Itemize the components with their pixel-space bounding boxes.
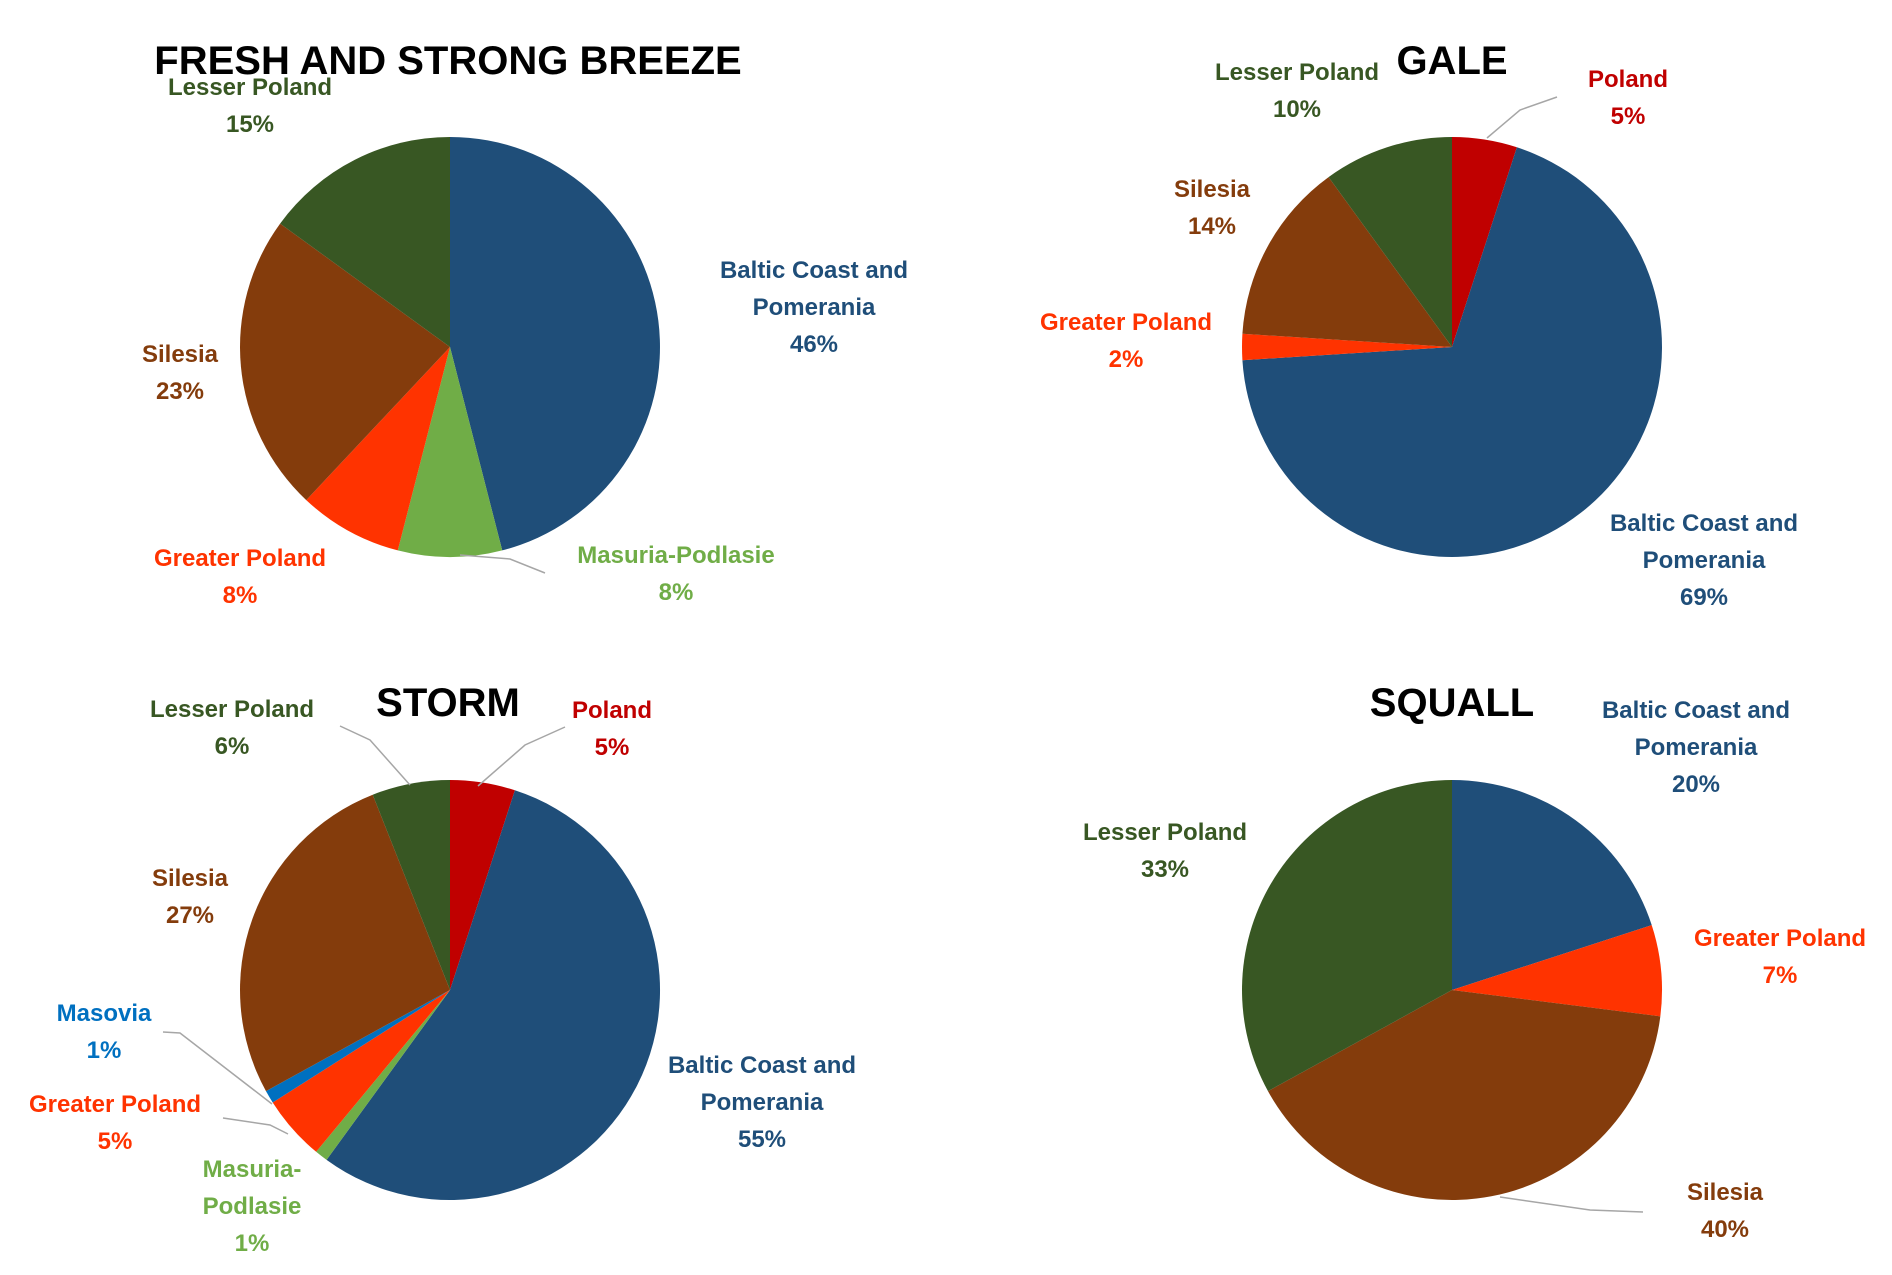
data-label-baltic-coast-and-pomerania: Baltic Coast and Pomerania 20% [1602,697,1790,798]
pie-slice-silesia [240,794,450,1092]
pie-chart-fresh-and-strong-breeze: FRESH AND STRONG BREEZE Baltic Coast and P… [142,39,908,609]
data-label-lesser-poland: Lesser Poland 6% [150,696,314,760]
chart-title: STORM [376,681,520,725]
pie-slice-silesia [240,223,450,501]
pie-slice-greater-poland [1241,333,1452,361]
data-label-masovia: Masovia 1% [57,1000,152,1064]
pie-slice-greater-poland [272,990,450,1152]
data-label-silesia: Silesia 27% [152,865,229,929]
data-label-greater-poland: Greater Poland 2% [1040,309,1212,373]
pie-slice-masuria-podlasie [316,990,450,1160]
data-label-poland: Poland 5% [572,697,652,761]
pie-slice-baltic-coast-and-pomerania [326,790,661,1201]
pie-chart-gale: GALE Poland 5% Baltic Coast and Pomerania 69%… [1040,39,1798,611]
data-label-masuria-podlasie: Masuria-Podlasie 8% [577,542,774,606]
leader-line [339,725,411,786]
pie-slice-baltic-coast-and-pomerania [1452,780,1652,990]
chart-title: FRESH AND STRONG BREEZE [154,39,741,83]
pie-slice-silesia [1267,990,1661,1200]
data-label-silesia: Silesia 14% [1174,176,1251,240]
pie-slice-lesser-poland [1242,780,1452,1092]
chart-title: SQUALL [1370,681,1534,725]
data-label-lesser-poland: Lesser Poland 15% [168,74,332,138]
pie-slice-lesser-poland [1328,137,1452,347]
pie-slice-greater-poland [1452,925,1662,1017]
chart-title: GALE [1396,39,1507,83]
data-label-silesia: Silesia 23% [142,341,219,405]
pie-chart-squall: SQUALL Baltic Coast and Pomerania 20% Greate… [1083,681,1866,1243]
pie-slice-lesser-poland [280,137,450,347]
pie-slice-lesser-poland [372,780,450,990]
data-label-silesia: Silesia 40% [1687,1179,1764,1243]
data-label-baltic-coast-and-pomerania: Baltic Coast and Pomerania 46% [720,257,908,358]
pie-slice-greater-poland [306,347,450,551]
leader-line [477,726,566,787]
pie-slice-silesia [1242,177,1452,347]
data-label-baltic-coast-and-pomerania: Baltic Coast and Pomerania 69% [1610,510,1798,611]
pie-slice-masuria-podlasie [397,347,503,557]
data-label-masuria-podlasie: Masuria-Podlasie 1% [203,1156,302,1257]
data-label-greater-poland: Greater Poland 5% [29,1091,201,1155]
data-label-poland: Poland 5% [1588,66,1668,130]
pie-chart-storm: STORM Poland 5% Baltic Coast and Pomerania 55… [29,681,856,1257]
data-label-greater-poland: Greater Poland 8% [154,545,326,609]
pie-slice-baltic-coast-and-pomerania [450,137,660,551]
leader-line [1486,96,1558,139]
data-label-lesser-poland: Lesser Poland 10% [1215,59,1379,123]
data-label-greater-poland: Greater Poland 7% [1694,925,1866,989]
data-label-lesser-poland: Lesser Poland 33% [1083,819,1247,883]
pie-slice-masovia [265,990,450,1103]
leader-line [222,1117,289,1135]
leader-line [162,1031,273,1105]
pie-slice-poland [450,780,515,990]
leader-line [459,554,546,574]
leader-line [1499,1196,1644,1213]
pie-slice-baltic-coast-and-pomerania [1242,147,1662,558]
data-label-baltic-coast-and-pomerania: Baltic Coast and Pomerania 55% [668,1052,856,1153]
pie-slice-poland [1452,137,1517,347]
